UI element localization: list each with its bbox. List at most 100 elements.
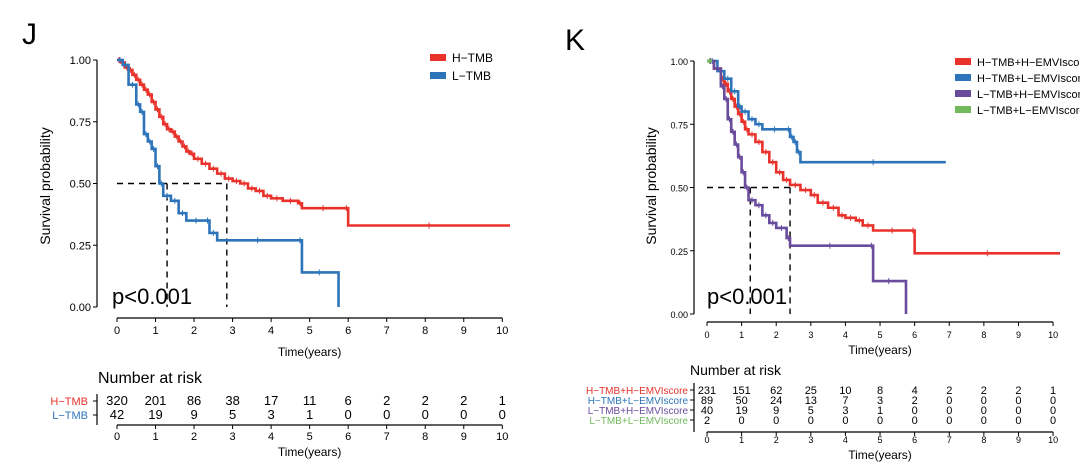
legend-label: L−TMB	[452, 69, 491, 83]
x-tick-label: 2	[774, 330, 779, 340]
y-tick-label: 0.25	[70, 240, 91, 252]
x-tick-label: 6	[912, 330, 917, 340]
risk-cell: 0	[1050, 395, 1056, 407]
risk-cell: 19	[735, 405, 747, 417]
y-tick-label: 0.00	[70, 302, 91, 314]
legend-swatch	[955, 74, 971, 81]
y-tick-label: 0.75	[670, 120, 688, 130]
legend-label: L−TMB+L−EMVIscore	[977, 105, 1080, 117]
y-tick-label: 0.25	[670, 247, 688, 257]
risk-cell: 6	[345, 393, 352, 408]
risk-cell: 9	[190, 407, 197, 422]
x-axis-label: Time(years)	[278, 345, 342, 359]
x-tick-label: 8	[422, 325, 428, 337]
legend-swatch	[955, 106, 971, 113]
risk-x-tick-label: 10	[1048, 435, 1058, 445]
legend-swatch	[430, 72, 446, 79]
risk-cell: 201	[145, 393, 167, 408]
risk-cell: 0	[345, 407, 352, 422]
x-tick-label: 0	[114, 325, 120, 337]
risk-x-tick-label: 8	[981, 435, 986, 445]
risk-x-tick-label: 1	[739, 435, 744, 445]
p-value: p<0.001	[707, 284, 787, 309]
risk-cell: 2	[1015, 385, 1021, 397]
risk-cell: 231	[698, 385, 716, 397]
risk-cell: 0	[773, 415, 779, 427]
risk-table-title: Number at risk	[690, 362, 782, 378]
risk-x-axis-label: Time(years)	[848, 448, 912, 462]
x-tick-label: 3	[808, 330, 813, 340]
x-tick-label: 5	[878, 330, 883, 340]
survival-curve	[117, 58, 510, 227]
risk-cell: 0	[1015, 405, 1021, 417]
x-tick-label: 9	[461, 325, 467, 337]
risk-cell: 0	[981, 395, 987, 407]
x-tick-label: 10	[496, 325, 508, 337]
risk-x-tick-label: 5	[878, 435, 883, 445]
risk-cell: 9	[773, 405, 779, 417]
y-tick-label: 0.50	[670, 184, 688, 194]
legend-swatch	[955, 90, 971, 97]
risk-cell: 2	[981, 385, 987, 397]
risk-cell: 0	[422, 407, 429, 422]
risk-cell: 0	[1015, 415, 1021, 427]
risk-cell: 0	[1015, 395, 1021, 407]
risk-x-tick-label: 6	[912, 435, 917, 445]
risk-cell: 2	[383, 393, 390, 408]
legend-label: H−TMB	[452, 51, 493, 65]
y-tick-label: 0.50	[70, 179, 91, 191]
risk-row-name: L−TMB+H−EMVIscore	[588, 406, 689, 417]
risk-cell: 0	[499, 407, 506, 422]
risk-cell: 17	[264, 393, 278, 408]
risk-row-name: L−TMB+L−EMVIscore	[589, 416, 688, 427]
risk-x-tick-label: 3	[808, 435, 813, 445]
risk-cell: 0	[739, 415, 745, 427]
x-tick-label: 8	[981, 330, 986, 340]
risk-x-tick-label: 4	[843, 435, 848, 445]
risk-cell: 89	[701, 395, 713, 407]
risk-x-tick-label: 0	[114, 431, 120, 443]
risk-cell: 320	[106, 393, 128, 408]
risk-cell: 0	[877, 415, 883, 427]
risk-cell: 1	[306, 407, 313, 422]
risk-cell: 11	[303, 393, 317, 408]
risk-x-axis-label: Time(years)	[278, 445, 342, 459]
risk-cell: 0	[912, 415, 918, 427]
risk-x-tick-label: 1	[152, 431, 158, 443]
risk-row-name: H−TMB+L−EMVIscore	[588, 396, 689, 407]
legend-swatch	[955, 58, 971, 65]
risk-row-name: H−TMB	[50, 396, 88, 408]
risk-x-tick-label: 4	[268, 431, 274, 443]
legend-swatch	[430, 54, 446, 61]
risk-cell: 0	[946, 415, 952, 427]
risk-x-tick-label: 8	[422, 431, 428, 443]
y-tick-label: 1.00	[670, 57, 688, 67]
risk-cell: 0	[460, 407, 467, 422]
risk-cell: 86	[187, 393, 201, 408]
risk-row-name: H−TMB+H−EMVIscore	[586, 386, 688, 397]
risk-cell: 0	[808, 415, 814, 427]
risk-cell: 4	[912, 385, 918, 397]
panel-label: J	[22, 18, 37, 51]
x-tick-label: 6	[345, 325, 351, 337]
risk-x-tick-label: 10	[496, 431, 508, 443]
risk-cell: 0	[1050, 415, 1056, 427]
risk-cell: 7	[842, 395, 848, 407]
risk-cell: 2	[946, 385, 952, 397]
x-tick-label: 10	[1048, 330, 1058, 340]
legend-label: H−TMB+L−EMVIscore	[977, 73, 1080, 85]
risk-x-tick-label: 0	[704, 435, 709, 445]
risk-cell: 3	[877, 395, 883, 407]
x-tick-label: 7	[384, 325, 390, 337]
panel-k: K 0.00 0.25 0.50 0.75 1.00 Survival probabilit…	[565, 24, 1080, 462]
x-tick-label: 5	[307, 325, 313, 337]
risk-x-tick-label: 9	[1016, 435, 1021, 445]
x-tick-label: 9	[1016, 330, 1021, 340]
risk-cell: 40	[701, 405, 713, 417]
y-tick-label: 0.75	[70, 117, 91, 129]
risk-cell: 151	[732, 385, 750, 397]
x-tick-label: 1	[739, 330, 744, 340]
risk-x-tick-label: 3	[230, 431, 236, 443]
y-axis-label: Survival probability	[643, 127, 659, 245]
